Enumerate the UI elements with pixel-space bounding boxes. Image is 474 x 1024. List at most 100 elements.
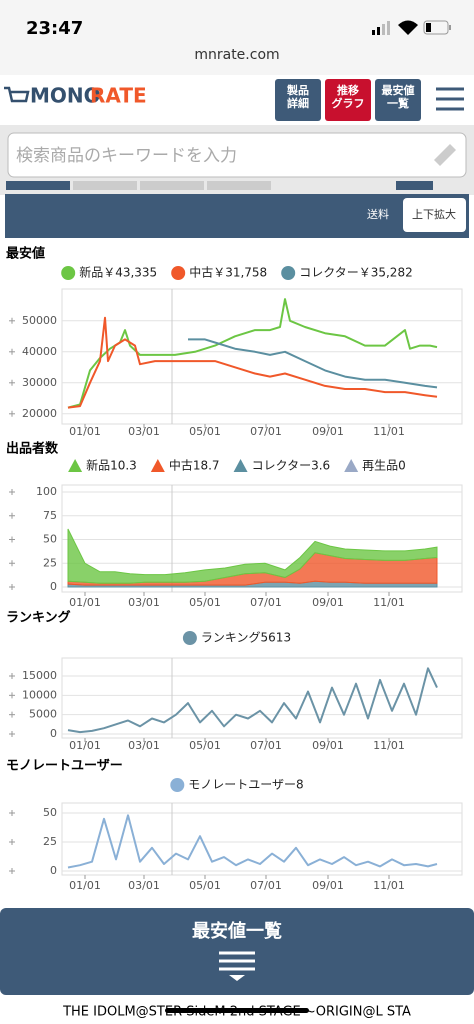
shipping-toggle[interactable]: 送料 xyxy=(367,207,389,221)
y-tick-label: 50000 xyxy=(22,314,57,327)
x-tick-label: 03/01 xyxy=(128,879,160,892)
x-tick-label: 05/01 xyxy=(189,425,221,438)
legend: モノレートユーザー8 xyxy=(170,778,304,792)
y-tick-label: 100 xyxy=(36,485,57,498)
menu-icon[interactable] xyxy=(436,87,464,111)
eraser-icon[interactable] xyxy=(434,144,456,166)
x-tick-label: 11/01 xyxy=(373,739,405,752)
y-tick-label: 40000 xyxy=(22,345,57,358)
series-line xyxy=(67,814,438,869)
nav-button-label: 製品 xyxy=(286,83,309,97)
y-tick-label: 0 xyxy=(50,864,57,877)
url[interactable]: mnrate.com xyxy=(194,47,279,63)
x-tick-label: 01/01 xyxy=(69,739,101,752)
legend-label: 中古￥31,758 xyxy=(189,265,267,280)
nav-button-label: グラフ xyxy=(332,96,365,110)
x-tick-label: 03/01 xyxy=(128,425,160,438)
legend-marker xyxy=(68,459,83,472)
legend-marker xyxy=(182,631,197,645)
status-icons xyxy=(372,20,451,35)
tab-strip xyxy=(6,181,433,190)
legend-marker xyxy=(170,778,185,792)
legend: 新品￥43,335 中古￥31,758 コレクター￥35,282 xyxy=(61,265,413,280)
y-tick-label: 10000 xyxy=(22,688,57,701)
legend-label: 新品10.3 xyxy=(86,458,137,473)
x-tick-label: 11/01 xyxy=(373,425,405,438)
browser-bar xyxy=(0,0,474,75)
y-tick-label: 0 xyxy=(50,580,57,593)
chart-title: 最安値 xyxy=(6,246,45,262)
nav-button-label: 推移 xyxy=(337,83,359,97)
y-tick-label: 75 xyxy=(43,509,57,522)
series-line xyxy=(67,667,438,734)
y-tick-label: 5000 xyxy=(29,708,57,721)
legend-label: モノレートユーザー8 xyxy=(188,778,303,792)
chart-title: ランキング xyxy=(6,610,71,626)
nav-buttons: 製品 詳細 推移 グラフ 最安値 一覧 xyxy=(275,79,421,121)
legend-label: コレクター3.6 xyxy=(252,459,331,473)
y-tick-label: 50 xyxy=(43,806,57,819)
search-box[interactable] xyxy=(7,132,467,178)
nav-button[interactable] xyxy=(325,79,371,121)
chart-title: モノレートユーザー xyxy=(6,759,123,774)
x-tick-label: 05/01 xyxy=(189,879,221,892)
legend-label: コレクター￥35,282 xyxy=(299,266,413,280)
x-tick-label: 11/01 xyxy=(373,596,405,609)
legend-marker xyxy=(233,459,248,472)
series-area xyxy=(67,528,438,584)
logo-cart xyxy=(4,86,30,103)
nav-button-label: 一覧 xyxy=(387,96,409,110)
x-tick-label: 07/01 xyxy=(250,739,282,752)
y-tick-label: 0 xyxy=(50,727,57,740)
zoom-label: 上下拡大 xyxy=(412,207,456,221)
chart-title: 出品者数 xyxy=(6,441,59,457)
y-tick-label: 25 xyxy=(43,835,57,848)
x-tick-label: 09/01 xyxy=(312,596,344,609)
legend-label: 中古18.7 xyxy=(169,458,220,473)
nav-button-label: 詳細 xyxy=(287,96,309,110)
search-placeholder: 検索商品のキーワードを入力 xyxy=(16,146,237,166)
plot-area xyxy=(61,657,463,739)
y-tick-label: 50 xyxy=(43,533,57,546)
legend-label: 新品￥43,335 xyxy=(79,265,157,280)
y-tick-label: 25 xyxy=(43,556,57,569)
legend-marker xyxy=(344,459,359,472)
home-indicator xyxy=(165,1008,309,1013)
legend-marker xyxy=(281,266,296,280)
x-tick-label: 07/01 xyxy=(250,425,282,438)
legend-marker xyxy=(61,266,76,280)
footer-icon xyxy=(219,951,255,981)
plot-area xyxy=(61,288,463,425)
x-tick-label: 09/01 xyxy=(312,739,344,752)
nav-button-label: 最安値 xyxy=(382,83,415,97)
x-tick-label: 01/01 xyxy=(69,596,101,609)
legend-label: 再生品0 xyxy=(362,459,406,473)
y-tick-label: 20000 xyxy=(22,407,57,420)
legend-marker xyxy=(150,459,165,472)
nav-button[interactable] xyxy=(375,79,421,121)
toolbar xyxy=(5,194,469,238)
series-line xyxy=(188,338,438,389)
y-tick-label: 30000 xyxy=(22,376,57,389)
x-tick-label: 03/01 xyxy=(128,739,160,752)
x-tick-label: 01/01 xyxy=(69,425,101,438)
x-tick-label: 07/01 xyxy=(250,879,282,892)
x-tick-label: 09/01 xyxy=(312,425,344,438)
legend-marker xyxy=(171,266,186,280)
legend: 新品10.3 中古18.7 コレクター3.6 再生品0 xyxy=(68,458,406,473)
x-tick-label: 09/01 xyxy=(312,879,344,892)
logo-rate[interactable]: RATE xyxy=(90,84,147,108)
x-tick-label: 05/01 xyxy=(189,596,221,609)
x-tick-label: 01/01 xyxy=(69,879,101,892)
x-tick-label: 07/01 xyxy=(250,596,282,609)
footer-button-label: 最安値一覧 xyxy=(192,920,282,942)
x-tick-label: 05/01 xyxy=(189,739,221,752)
y-tick-label: 15000 xyxy=(22,669,57,682)
x-tick-label: 03/01 xyxy=(128,596,160,609)
zoom-button[interactable] xyxy=(403,198,466,232)
legend: ランキング5613 xyxy=(182,631,291,645)
nav-button[interactable] xyxy=(275,79,321,121)
logo-mono[interactable]: MONO xyxy=(30,84,101,108)
